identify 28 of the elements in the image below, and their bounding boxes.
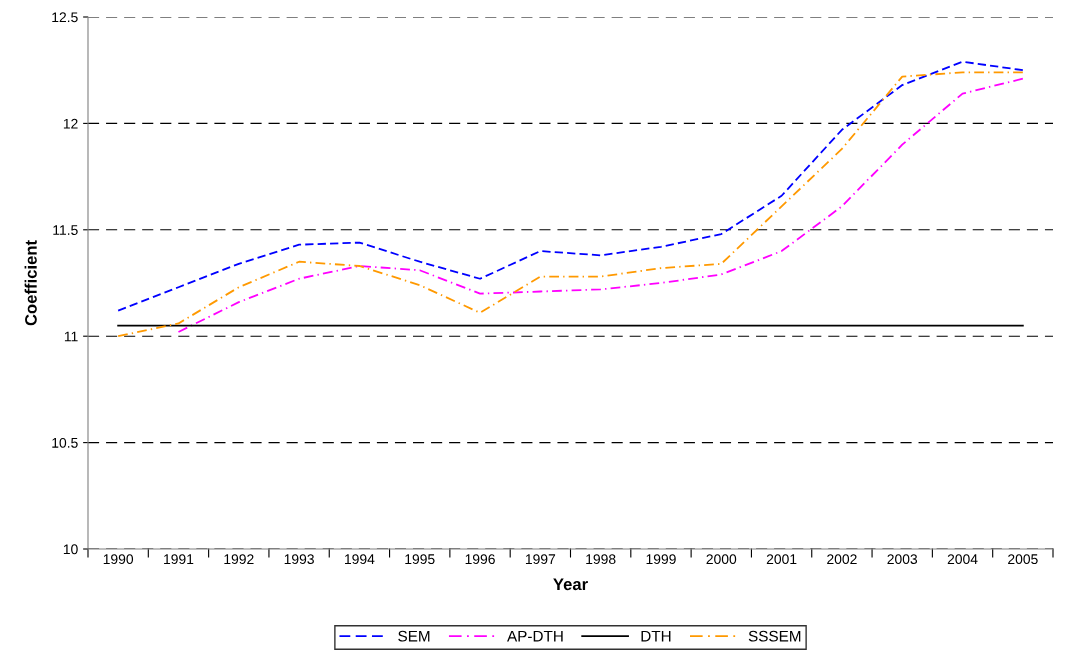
x-tick-label: 2001 — [766, 554, 797, 565]
x-tick-label: 1993 — [284, 554, 314, 565]
x-tick-label: 1994 — [345, 554, 375, 565]
x-tick-label: 2003 — [887, 554, 918, 565]
y-tick-label: 10.5 — [52, 437, 78, 448]
x-tick-label: 1996 — [465, 554, 495, 565]
x-tick-label: 2005 — [1008, 554, 1038, 565]
y-tick-label: 12 — [63, 118, 78, 129]
legend-label: AP-DTH — [507, 630, 563, 642]
y-tick-label: 11.5 — [53, 225, 78, 235]
y-axis-title: Coefficient — [24, 240, 37, 326]
y-tick-label: 12.5 — [52, 12, 78, 23]
x-tick-label: 1990 — [103, 554, 134, 565]
legend-label: SEM — [398, 630, 430, 642]
x-tick-label: 1992 — [224, 554, 254, 565]
legend-label: SSSEM — [748, 630, 801, 642]
y-tick-label: 11 — [64, 331, 78, 342]
x-tick-label: 2004 — [947, 554, 978, 565]
x-tick-label: 2000 — [706, 554, 737, 565]
x-tick-label: 1998 — [586, 554, 616, 565]
x-tick-label: 1991 — [164, 554, 194, 565]
x-tick-label: 2002 — [827, 554, 857, 565]
y-tick-label: 10 — [63, 544, 78, 555]
x-tick-label: 1995 — [405, 554, 435, 565]
x-axis-title: Year — [553, 578, 588, 591]
x-tick-label: 1997 — [525, 554, 556, 565]
legend-label: DTH — [641, 630, 671, 642]
x-tick-label: 1999 — [646, 554, 676, 565]
